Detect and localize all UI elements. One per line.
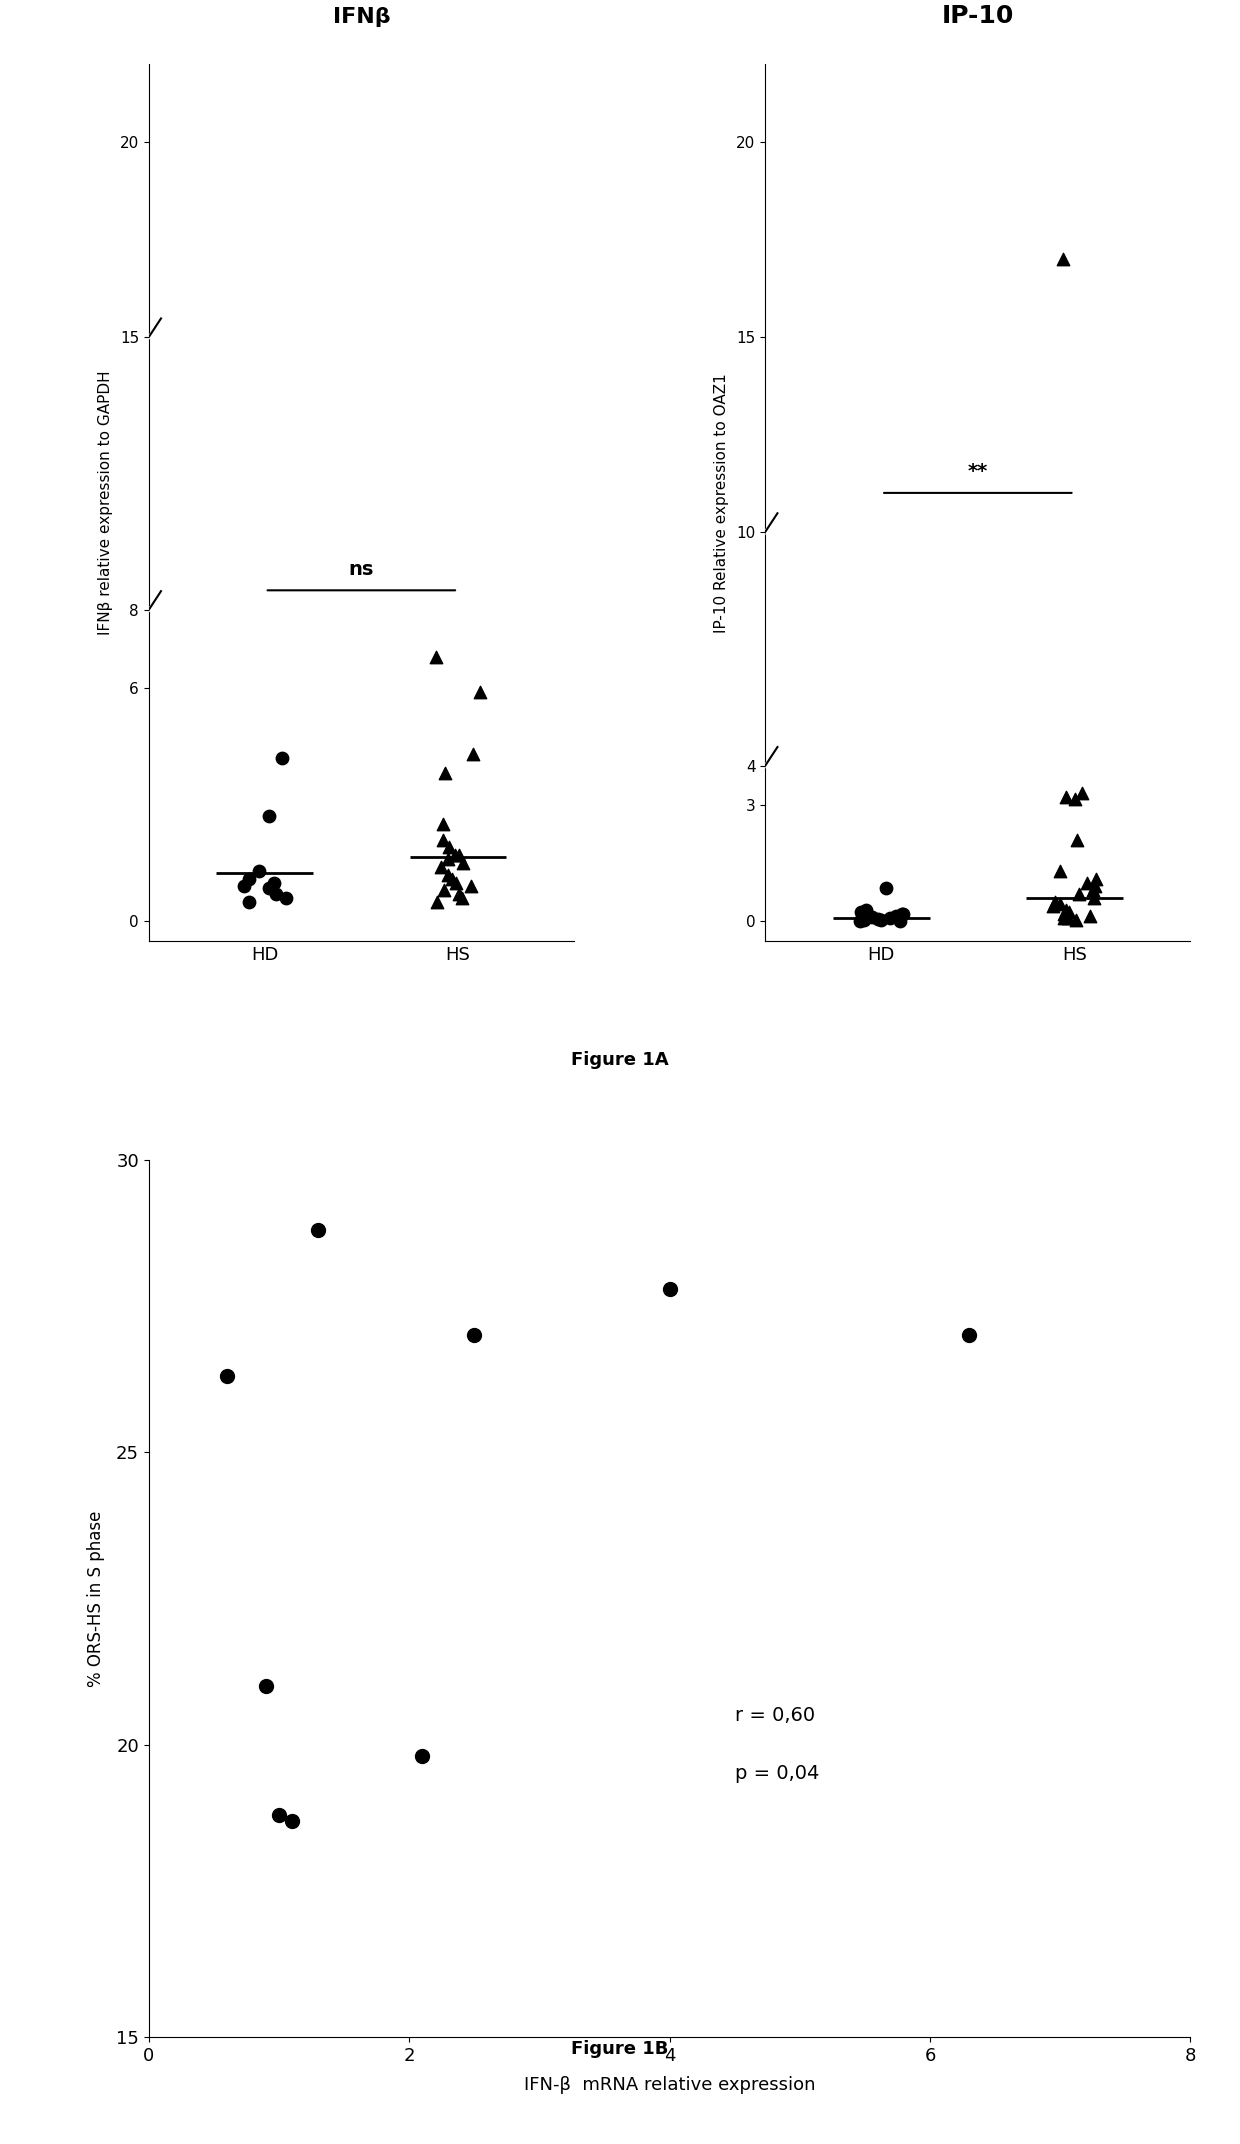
Text: Figure 1B: Figure 1B	[572, 2041, 668, 2058]
Point	[1073, 776, 1092, 810]
Point	[441, 862, 461, 896]
Point	[877, 870, 897, 905]
Y-axis label: % ORS-HS in S phase: % ORS-HS in S phase	[87, 1509, 105, 1687]
Title: IFNβ: IFNβ	[332, 6, 391, 26]
Point	[454, 847, 474, 881]
Point	[470, 675, 490, 710]
Text: **: **	[967, 463, 988, 480]
Y-axis label: IFNβ relative expression to GAPDH: IFNβ relative expression to GAPDH	[98, 371, 113, 635]
Point	[239, 862, 259, 896]
Point	[1050, 853, 1070, 888]
Point	[264, 866, 284, 900]
Point	[259, 870, 279, 905]
Point	[870, 903, 890, 937]
Point	[1069, 877, 1089, 911]
Point	[1053, 242, 1073, 277]
Point	[433, 806, 453, 840]
Point	[849, 903, 869, 937]
Point	[1043, 890, 1063, 924]
Point	[434, 873, 454, 907]
Point	[308, 1214, 327, 1248]
Point	[255, 1668, 275, 1702]
Point	[660, 1271, 680, 1306]
Point	[272, 740, 291, 774]
Point	[1055, 780, 1075, 815]
Point	[249, 853, 269, 888]
Point	[439, 843, 459, 877]
Point	[269, 1797, 289, 1831]
Point	[851, 894, 870, 928]
Point	[265, 877, 285, 911]
Point	[1080, 898, 1100, 933]
Y-axis label: IP-10 Relative expression to OAZ1: IP-10 Relative expression to OAZ1	[714, 373, 729, 632]
Point	[862, 900, 882, 935]
Point	[1045, 885, 1065, 920]
Point	[885, 898, 905, 933]
Point	[853, 900, 873, 935]
Point	[1054, 896, 1074, 930]
Point	[1059, 894, 1079, 928]
Point	[439, 858, 459, 892]
Point	[445, 838, 465, 873]
Point	[281, 1803, 303, 1837]
X-axis label: IFN-β  mRNA relative expression: IFN-β mRNA relative expression	[523, 2075, 816, 2095]
Point	[893, 898, 913, 933]
Text: Figure 1A: Figure 1A	[572, 1051, 668, 1068]
Point	[1085, 868, 1105, 903]
Point	[234, 868, 254, 903]
Point	[959, 1319, 978, 1353]
Point	[449, 838, 469, 873]
Point	[259, 800, 279, 834]
Point	[464, 738, 484, 772]
Point	[239, 885, 259, 920]
Point	[854, 903, 874, 937]
Point	[1066, 903, 1086, 937]
Point	[449, 877, 469, 911]
Point	[1056, 892, 1076, 926]
Point	[1050, 888, 1070, 922]
Point	[890, 905, 910, 939]
Point	[453, 881, 472, 915]
Point	[461, 868, 481, 903]
Point	[1078, 866, 1097, 900]
Point	[425, 639, 445, 673]
Point	[217, 1359, 237, 1394]
Point	[1054, 900, 1074, 935]
Point	[1066, 823, 1086, 858]
Point	[892, 896, 911, 930]
Point	[1084, 881, 1104, 915]
Text: ns: ns	[348, 560, 374, 579]
Point	[1058, 900, 1078, 935]
Point	[439, 830, 459, 864]
Point	[412, 1739, 433, 1773]
Point	[856, 892, 875, 926]
Point	[1083, 873, 1102, 907]
Point	[1086, 862, 1106, 896]
Point	[435, 757, 455, 791]
Point	[464, 1319, 484, 1353]
Point	[446, 866, 466, 900]
Point	[432, 849, 451, 883]
Text: r = 0,60: r = 0,60	[734, 1707, 815, 1726]
Point	[880, 900, 900, 935]
Point	[275, 881, 295, 915]
Point	[1065, 783, 1085, 817]
Title: IP-10: IP-10	[941, 4, 1014, 28]
Point	[427, 885, 446, 920]
Text: p = 0,04: p = 0,04	[734, 1765, 820, 1784]
Point	[434, 823, 454, 858]
Point	[868, 903, 888, 937]
